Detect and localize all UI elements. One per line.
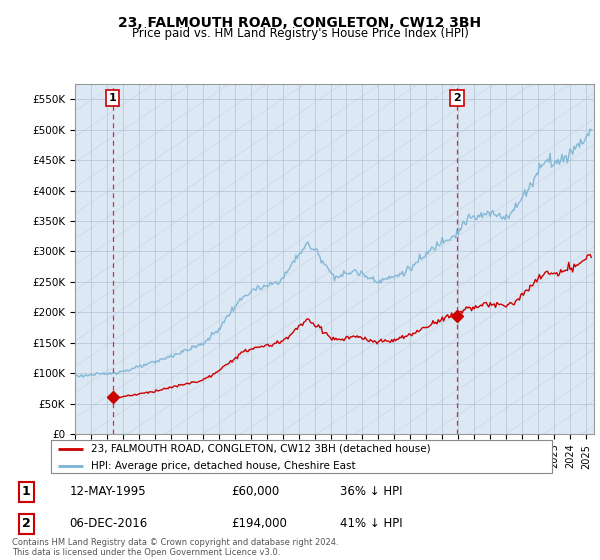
Text: 36% ↓ HPI: 36% ↓ HPI <box>340 485 403 498</box>
Text: Price paid vs. HM Land Registry's House Price Index (HPI): Price paid vs. HM Land Registry's House … <box>131 27 469 40</box>
Text: 41% ↓ HPI: 41% ↓ HPI <box>340 517 403 530</box>
Text: 2: 2 <box>22 517 31 530</box>
Text: 1: 1 <box>109 93 117 102</box>
Text: 2: 2 <box>453 93 461 102</box>
Text: £60,000: £60,000 <box>231 485 279 498</box>
Text: 12-MAY-1995: 12-MAY-1995 <box>70 485 146 498</box>
Text: 1: 1 <box>22 485 31 498</box>
Text: 23, FALMOUTH ROAD, CONGLETON, CW12 3BH (detached house): 23, FALMOUTH ROAD, CONGLETON, CW12 3BH (… <box>91 444 431 454</box>
Text: £194,000: £194,000 <box>231 517 287 530</box>
FancyBboxPatch shape <box>50 440 553 473</box>
Text: HPI: Average price, detached house, Cheshire East: HPI: Average price, detached house, Ches… <box>91 461 356 471</box>
Text: Contains HM Land Registry data © Crown copyright and database right 2024.
This d: Contains HM Land Registry data © Crown c… <box>12 538 338 557</box>
Text: 06-DEC-2016: 06-DEC-2016 <box>70 517 148 530</box>
Text: 23, FALMOUTH ROAD, CONGLETON, CW12 3BH: 23, FALMOUTH ROAD, CONGLETON, CW12 3BH <box>118 16 482 30</box>
